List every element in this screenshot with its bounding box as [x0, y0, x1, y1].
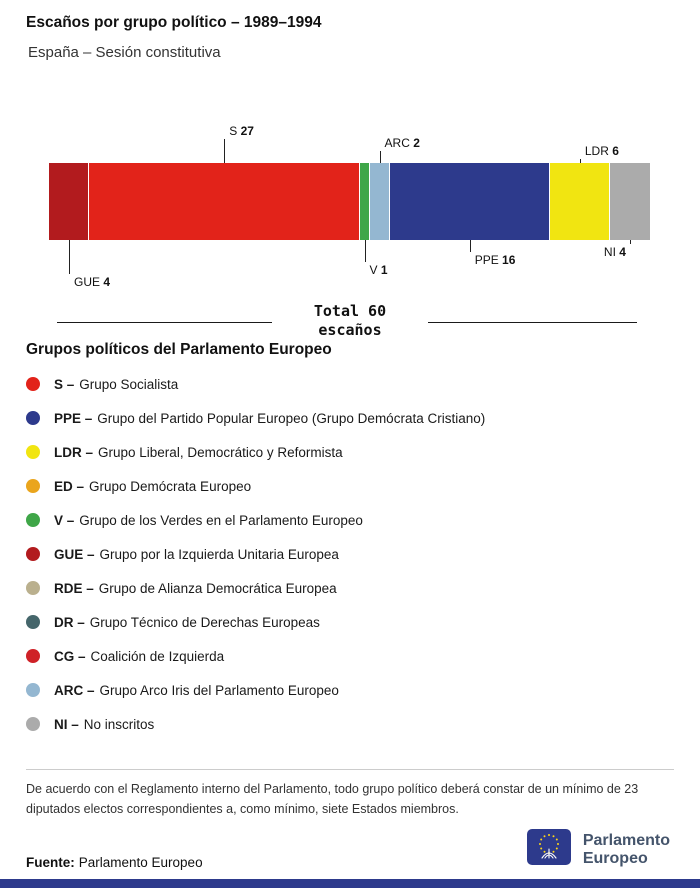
legend-color-dot-icon	[26, 683, 40, 697]
segment-label-gue: GUE 4	[74, 275, 111, 289]
legend-item-rde: RDE – Grupo de Alianza Democrática Europ…	[26, 571, 674, 605]
source-line: Fuente: Parlamento Europeo	[26, 855, 203, 870]
page-title: Escaños por grupo político – 1989–1994	[26, 14, 322, 31]
total-divider-left	[57, 322, 272, 323]
leader-line-ldr	[579, 159, 581, 163]
legend-item-ppe: PPE – Grupo del Partido Popular Europeo …	[26, 401, 674, 435]
source-label: Fuente:	[26, 855, 75, 870]
total-label-line1: Total 60	[313, 302, 387, 320]
segment-label-ldr: LDR 6	[584, 144, 619, 158]
legend-item-code: ED –	[54, 478, 85, 494]
legend-item-name: Grupo por la Izquierda Unitaria Europea	[99, 546, 339, 562]
legend-item-code: PPE –	[54, 410, 93, 426]
legend-item-code: RDE –	[54, 580, 94, 596]
legend-item-code: ARC –	[54, 682, 95, 698]
legend-item-name: Grupo Demócrata Europeo	[89, 478, 252, 494]
legend-list: S – Grupo Socialista PPE – Grupo del Par…	[26, 367, 674, 741]
legend-item-code: S –	[54, 376, 75, 392]
bar-segment-ni	[609, 163, 650, 240]
footnote-divider	[26, 769, 674, 770]
total-label: Total 60 escaños	[0, 302, 700, 340]
logo-line1: Parlamento	[582, 831, 670, 849]
leader-line-arc	[379, 151, 381, 163]
segment-label-v: V 1	[369, 263, 388, 277]
total-divider-right	[428, 322, 637, 323]
legend-color-dot-icon	[26, 479, 40, 493]
leader-line-s	[224, 139, 226, 163]
legend-item-cg: CG – Coalición de Izquierda	[26, 639, 674, 673]
legend-item-s: S – Grupo Socialista	[26, 367, 674, 401]
stacked-bar-chart: GUE 4 S 27 V 1 ARC 2 PPE 16 LDR 6 NI 4	[49, 120, 650, 290]
legend-color-dot-icon	[26, 411, 40, 425]
legend-item-name: Coalición de Izquierda	[90, 648, 225, 664]
legend-item-code: DR –	[54, 614, 85, 630]
legend-item-name: Grupo Arco Iris del Parlamento Europeo	[99, 682, 339, 698]
footnote-text: De acuerdo con el Reglamento interno del…	[26, 782, 639, 816]
legend-item-code: NI –	[54, 716, 79, 732]
legend-item-code: V –	[54, 512, 75, 528]
legend-item-name: Grupo Técnico de Derechas Europeas	[89, 614, 320, 630]
leader-line-ppe	[469, 240, 471, 252]
bar-segment-ppe	[389, 163, 550, 240]
leader-line-v	[364, 240, 366, 262]
bottom-accent-bar	[0, 879, 700, 888]
legend-color-dot-icon	[26, 581, 40, 595]
eu-parliament-emblem-icon	[526, 828, 571, 871]
legend-item-name: Grupo de los Verdes en el Parlamento Eur…	[79, 512, 363, 528]
logo-wordmark: Parlamento Europeo	[583, 832, 670, 868]
legend-item-name: No inscritos	[83, 716, 155, 732]
legend-item-name: Grupo Socialista	[79, 376, 179, 392]
segment-label-ni: NI 4	[603, 245, 626, 259]
segment-label-s: S 27	[229, 124, 254, 138]
legend-color-dot-icon	[26, 649, 40, 663]
legend-heading: Grupos políticos del Parlamento Europeo	[26, 341, 332, 358]
bar-segment-gue	[49, 163, 90, 240]
legend-item-code: LDR –	[54, 444, 94, 460]
legend-color-dot-icon	[26, 445, 40, 459]
legend-item-name: Grupo de Alianza Democrática Europea	[98, 580, 337, 596]
bar-segment-v	[359, 163, 370, 240]
legend-color-dot-icon	[26, 547, 40, 561]
legend-item-arc: ARC – Grupo Arco Iris del Parlamento Eur…	[26, 673, 674, 707]
leader-line-gue	[69, 240, 71, 274]
european-parliament-logo: Parlamento Europeo	[526, 828, 670, 871]
logo-line2: Europeo	[582, 849, 648, 867]
legend-item-ldr: LDR – Grupo Liberal, Democrático y Refor…	[26, 435, 674, 469]
total-label-line2: escaños	[318, 321, 382, 339]
bar-segment-ldr	[549, 163, 610, 240]
legend-item-v: V – Grupo de los Verdes en el Parlamento…	[26, 503, 674, 537]
bar-segment-arc	[369, 163, 390, 240]
legend-item-ni: NI – No inscritos	[26, 707, 674, 741]
legend-item-code: CG –	[54, 648, 86, 664]
legend-item-dr: DR – Grupo Técnico de Derechas Europeas	[26, 605, 674, 639]
page-subtitle: España – Sesión constitutiva	[28, 44, 221, 61]
stacked-bar	[49, 163, 650, 240]
leader-line-ni	[629, 240, 631, 244]
legend-item-name: Grupo Liberal, Democrático y Reformista	[98, 444, 343, 460]
legend-color-dot-icon	[26, 717, 40, 731]
legend-item-gue: GUE – Grupo por la Izquierda Unitaria Eu…	[26, 537, 674, 571]
legend-color-dot-icon	[26, 513, 40, 527]
legend-item-code: GUE –	[54, 546, 95, 562]
legend-item-name: Grupo del Partido Popular Europeo (Grupo…	[97, 410, 486, 426]
segment-label-arc: ARC 2	[384, 136, 420, 150]
legend-item-ed: ED – Grupo Demócrata Europeo	[26, 469, 674, 503]
legend-color-dot-icon	[26, 615, 40, 629]
source-value: Parlamento Europeo	[78, 855, 203, 870]
legend-color-dot-icon	[26, 377, 40, 391]
segment-label-ppe: PPE 16	[474, 253, 516, 267]
bar-segment-s	[89, 163, 360, 240]
